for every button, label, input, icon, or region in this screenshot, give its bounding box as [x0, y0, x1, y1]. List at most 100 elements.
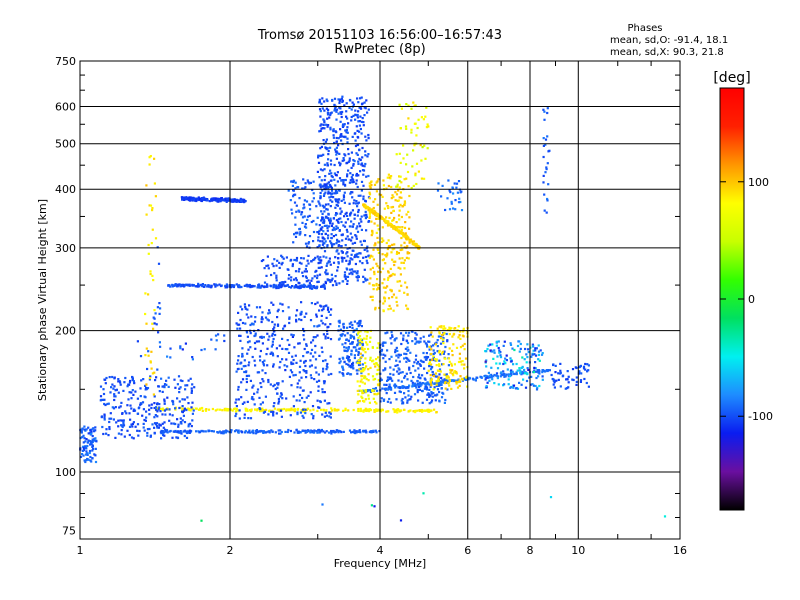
- data-point: [365, 175, 368, 178]
- data-point: [287, 428, 290, 432]
- data-point: [314, 302, 317, 306]
- data-point: [442, 338, 445, 341]
- data-point: [328, 172, 331, 175]
- data-point: [229, 286, 232, 289]
- y-tick-label: 400: [55, 183, 76, 196]
- data-point: [341, 135, 344, 138]
- data-point: [291, 264, 294, 268]
- data-point: [309, 359, 312, 362]
- data-point: [181, 419, 184, 422]
- data-point: [389, 222, 392, 225]
- data-point: [571, 368, 575, 371]
- data-point: [88, 451, 91, 455]
- data-point: [367, 133, 370, 137]
- data-point: [373, 505, 376, 508]
- data-point: [426, 381, 429, 384]
- data-point: [384, 368, 387, 371]
- data-point: [392, 218, 395, 222]
- data-point: [376, 224, 379, 227]
- data-point: [453, 363, 456, 366]
- data-point: [258, 407, 261, 410]
- data-point: [322, 194, 326, 197]
- data-point: [357, 136, 360, 139]
- data-point: [287, 277, 290, 280]
- data-point: [245, 313, 248, 316]
- data-point: [523, 358, 526, 361]
- data-point: [302, 203, 305, 206]
- data-point: [339, 162, 342, 165]
- data-point: [259, 429, 262, 433]
- data-point: [249, 379, 252, 382]
- data-point: [405, 234, 408, 237]
- data-point: [422, 409, 425, 412]
- data-point: [273, 283, 276, 286]
- data-point: [214, 409, 217, 412]
- data-point: [537, 375, 540, 378]
- data-point: [333, 163, 336, 167]
- data-point: [322, 359, 325, 363]
- data-point: [352, 163, 355, 166]
- data-point: [319, 240, 322, 243]
- data-point: [389, 401, 392, 404]
- data-point: [134, 425, 137, 428]
- data-point: [410, 131, 413, 134]
- data-point: [249, 409, 252, 412]
- data-point: [361, 381, 364, 384]
- data-point: [266, 332, 269, 335]
- data-point: [321, 322, 324, 325]
- data-point: [444, 373, 447, 376]
- data-point: [320, 219, 323, 222]
- data-point: [443, 373, 446, 376]
- data-point: [443, 378, 446, 381]
- data-point: [411, 381, 414, 384]
- data-point: [386, 376, 389, 379]
- data-point: [497, 346, 500, 350]
- data-point: [293, 201, 297, 204]
- data-point: [414, 172, 417, 175]
- data-point: [376, 203, 379, 206]
- data-point: [110, 386, 113, 389]
- data-point: [91, 435, 94, 438]
- data-point: [208, 284, 211, 287]
- data-point: [295, 318, 298, 321]
- data-point: [322, 408, 325, 411]
- data-point: [548, 369, 551, 372]
- data-point: [355, 227, 358, 230]
- data-point: [363, 377, 366, 380]
- data-point: [398, 218, 401, 221]
- data-point: [216, 284, 219, 287]
- data-point: [370, 220, 373, 223]
- data-point: [503, 375, 506, 378]
- data-point: [297, 270, 300, 273]
- data-point: [488, 374, 491, 377]
- data-point: [368, 340, 372, 343]
- data-point: [301, 414, 304, 417]
- data-point: [128, 433, 131, 437]
- data-point: [318, 354, 321, 357]
- data-point: [326, 111, 329, 114]
- x-tick-label: 2: [227, 544, 234, 557]
- data-point: [450, 362, 453, 365]
- data-point: [246, 400, 249, 403]
- data-point: [348, 181, 351, 184]
- data-point: [361, 156, 364, 159]
- data-point: [463, 367, 466, 370]
- data-point: [375, 431, 378, 434]
- data-point: [396, 349, 399, 352]
- data-point: [223, 431, 226, 434]
- data-point: [374, 242, 377, 245]
- chart-subtitle: RwPretec (8p): [334, 42, 425, 57]
- data-point: [414, 342, 417, 345]
- data-point: [300, 257, 303, 260]
- data-point: [422, 118, 425, 121]
- data-point: [179, 347, 182, 350]
- data-point: [330, 430, 333, 433]
- data-point: [131, 377, 134, 380]
- data-point: [80, 430, 83, 433]
- data-point: [151, 423, 154, 426]
- data-point: [368, 401, 371, 404]
- data-point: [166, 355, 169, 358]
- data-point: [391, 334, 394, 337]
- data-point: [320, 259, 323, 262]
- data-point: [509, 342, 512, 345]
